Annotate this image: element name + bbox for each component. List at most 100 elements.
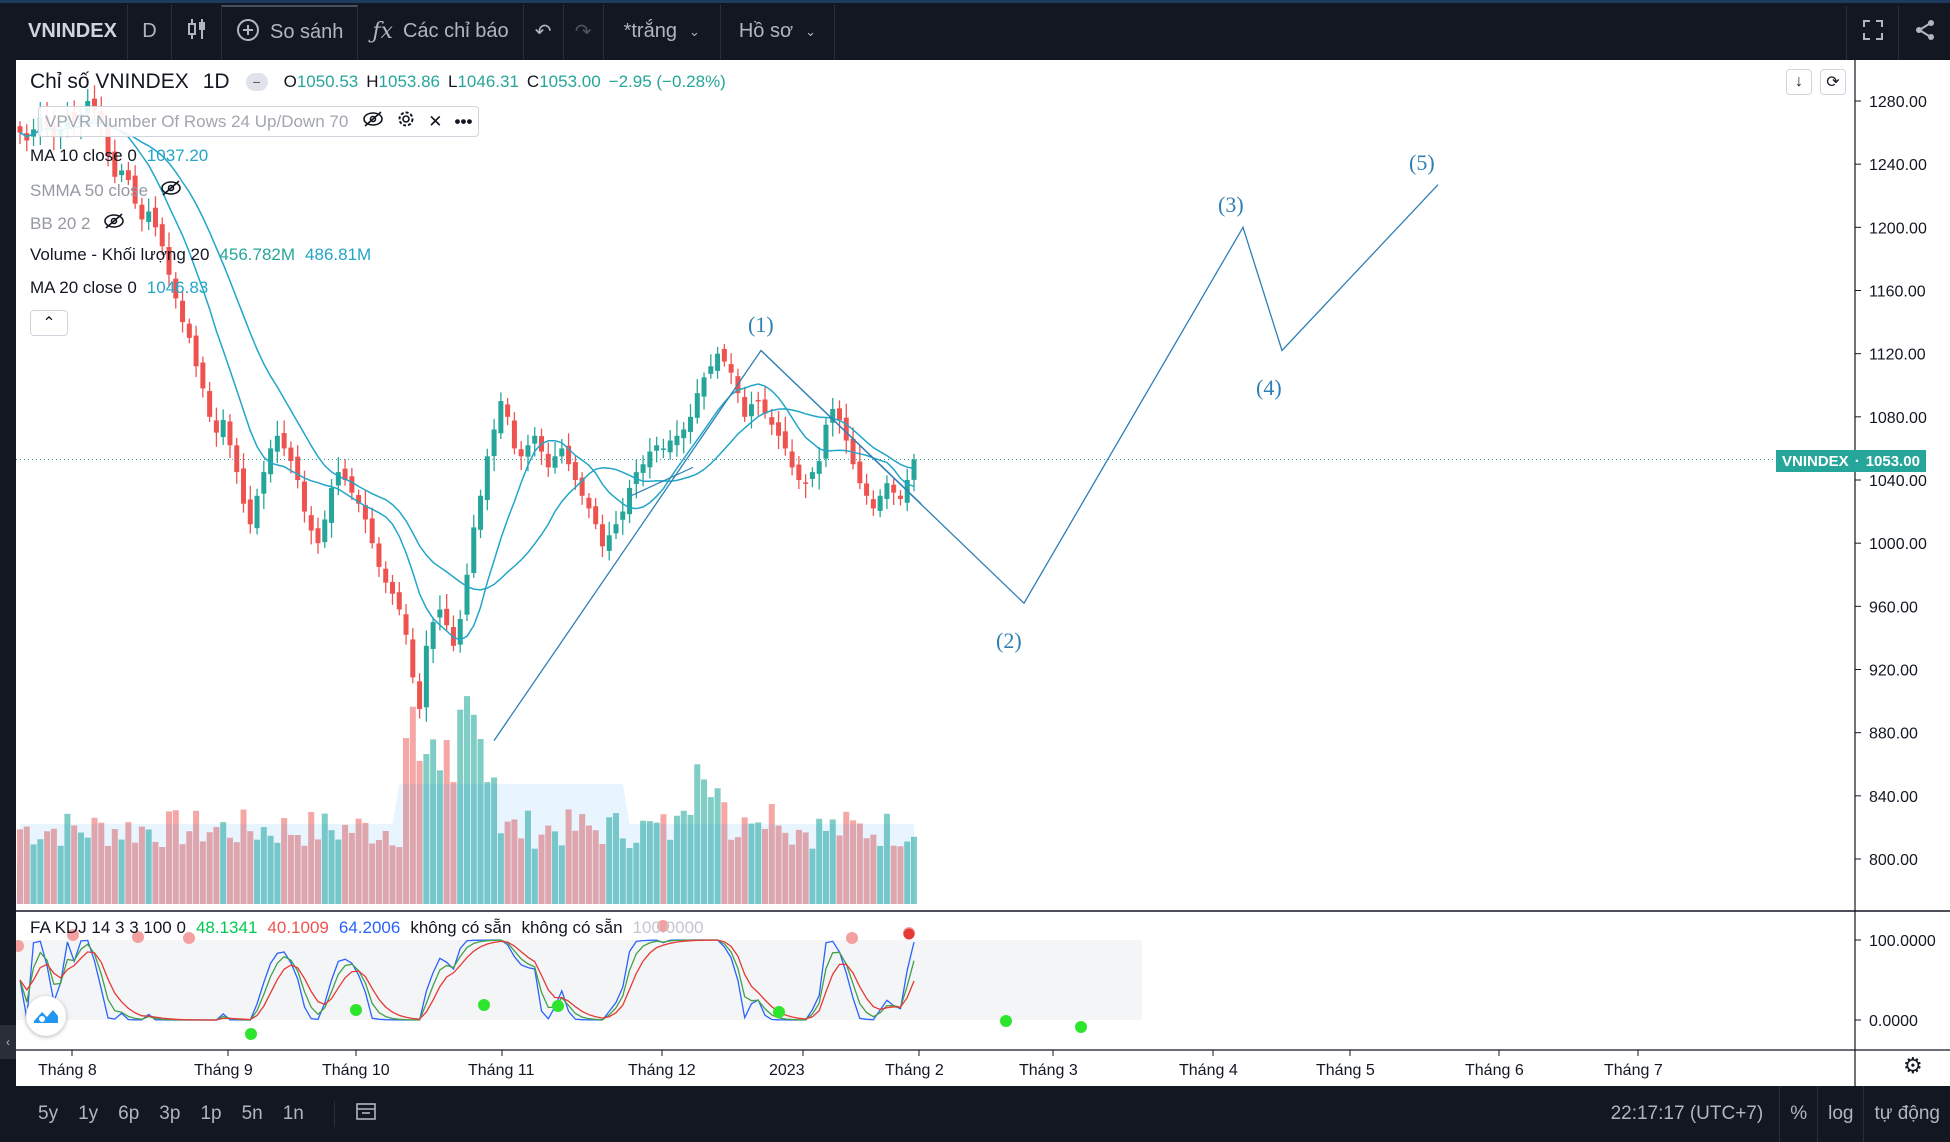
candle-body [545, 453, 551, 468]
profile-menu[interactable]: Hồ sơ ⌄ [721, 4, 836, 59]
candle-body [444, 608, 450, 626]
redo-button[interactable]: ↷ [564, 4, 604, 59]
volume-bar [707, 797, 714, 904]
scroll-to-latest-button[interactable]: ↓ [1786, 69, 1812, 95]
volume-bar [443, 740, 450, 904]
left-strip [0, 60, 16, 1086]
kdj-extra: 100.0000 [632, 918, 704, 937]
sidebar-toggle[interactable]: ‹ [0, 1025, 16, 1059]
volume-bar [321, 813, 328, 904]
auto-toggle[interactable]: tự động [1863, 1086, 1950, 1142]
range-button-6p[interactable]: 6p [118, 1103, 140, 1124]
volume-bar [680, 810, 687, 904]
log-toggle[interactable]: log [1817, 1086, 1863, 1142]
legend-collapse-row: ⌃ [30, 310, 68, 336]
volume-bar [714, 788, 721, 904]
clock-button[interactable]: 22:17:17 (UTC+7) [1601, 1086, 1780, 1142]
ma10-label: MA 10 close 0 [30, 146, 137, 165]
range-button-1n[interactable]: 1n [282, 1103, 304, 1124]
indicators-button[interactable]: ƒx Các chỉ báo [358, 4, 524, 59]
candle-body [464, 574, 470, 615]
price-tick-label: 840.00 [1869, 789, 1918, 806]
eye-off-icon[interactable] [160, 179, 182, 202]
fullscreen-button[interactable] [1846, 6, 1898, 60]
volume-bar [457, 709, 464, 904]
kdj-sell-dot [846, 932, 858, 944]
candle-body [396, 592, 402, 610]
kdj-buy-dot [478, 999, 490, 1011]
elliott-wave-path [493, 184, 1439, 741]
volume-bar [545, 825, 552, 904]
candle-body [877, 495, 883, 511]
range-button-5y[interactable]: 5y [38, 1103, 59, 1124]
candle-body [870, 499, 876, 509]
collapse-legend-button[interactable]: ⌃ [30, 310, 68, 336]
symbol-search[interactable]: VNINDEX [0, 4, 128, 59]
volume-legend-row[interactable]: Volume - Khối lượng 20 456.782M 486.81M [30, 245, 371, 265]
volume-bar [23, 826, 30, 904]
range-button-3p[interactable]: 3p [159, 1103, 181, 1124]
range-button-1p[interactable]: 1p [200, 1103, 222, 1124]
candle-body [708, 366, 714, 374]
eye-off-icon[interactable] [103, 212, 125, 235]
toolbar-right [1846, 6, 1950, 60]
candle-body [484, 456, 490, 500]
reset-chart-button[interactable]: ⟳ [1820, 69, 1846, 95]
eye-off-icon[interactable] [362, 110, 384, 133]
candle-body [776, 422, 782, 436]
kdj-legend-row[interactable]: FA KDJ 14 3 3 100 0 48.1341 40.1009 64.2… [30, 918, 704, 938]
wave-label: (4) [1256, 375, 1282, 400]
candle-body [152, 207, 158, 228]
candle-body [552, 456, 558, 468]
tradingview-logo[interactable] [26, 996, 66, 1036]
range-button-5n[interactable]: 5n [241, 1103, 263, 1124]
volume-bar [152, 841, 159, 904]
kdj-na1: không có sẵn [410, 918, 512, 937]
date-range-button[interactable] [333, 1101, 387, 1127]
gear-icon[interactable] [396, 109, 416, 134]
undo-button[interactable]: ↶ [524, 4, 564, 59]
more-icon[interactable]: ••• [454, 111, 473, 131]
candle-body [295, 456, 301, 480]
share-button[interactable] [1898, 6, 1950, 60]
open-label: O [283, 72, 297, 91]
volume-bar [375, 840, 382, 904]
volume-bar [450, 782, 457, 904]
volume-bar [436, 770, 443, 904]
chart-area[interactable]: 1280.00 1240.00 1200.00 1160.00 1120.00 1080.… [16, 60, 1950, 1086]
compare-button[interactable]: So sánh [222, 4, 359, 59]
minus-icon[interactable]: − [245, 73, 268, 91]
layout-label: *trắng [623, 20, 677, 42]
candle-body [254, 495, 260, 529]
price-tick-label: 1200.00 [1869, 220, 1927, 237]
candle-body [559, 448, 565, 457]
chart-type-button[interactable] [172, 4, 222, 59]
bb-legend-row[interactable]: BB 20 2 [30, 212, 125, 235]
candle-body [721, 348, 727, 362]
ma10-legend-row[interactable]: MA 10 close 0 1037.20 [30, 146, 208, 166]
time-tick-label: Tháng 4 [1179, 1062, 1238, 1079]
volume-bar [240, 809, 247, 904]
interval-button[interactable]: D [128, 4, 172, 59]
volume-bar [220, 822, 227, 904]
candle-body [796, 464, 802, 480]
candle-body [511, 420, 517, 449]
layout-menu[interactable]: *trắng ⌄ [604, 4, 721, 59]
candle-body [146, 211, 152, 222]
volume-bar [369, 843, 376, 904]
percent-toggle[interactable]: % [1779, 1086, 1817, 1142]
volume-bar [701, 779, 708, 904]
candle-body [884, 483, 890, 499]
candle-body [234, 445, 240, 473]
candle-body [322, 519, 328, 543]
candle-body [647, 451, 653, 468]
volume-bar [640, 820, 647, 904]
range-button-1y[interactable]: 1y [78, 1103, 99, 1124]
candle-body [125, 170, 131, 180]
smma-legend-row[interactable]: SMMA 50 close [30, 179, 182, 202]
ma20-legend-row[interactable]: MA 20 close 0 1046.83 [30, 278, 208, 298]
candle-body [742, 397, 748, 417]
settings-gear-icon[interactable]: ⚙ [1903, 1053, 1923, 1078]
vpvr-legend-row[interactable]: VPVR Number Of Rows 24 Up/Down 70 ✕ ••• [38, 106, 480, 137]
close-icon[interactable]: ✕ [428, 111, 443, 131]
